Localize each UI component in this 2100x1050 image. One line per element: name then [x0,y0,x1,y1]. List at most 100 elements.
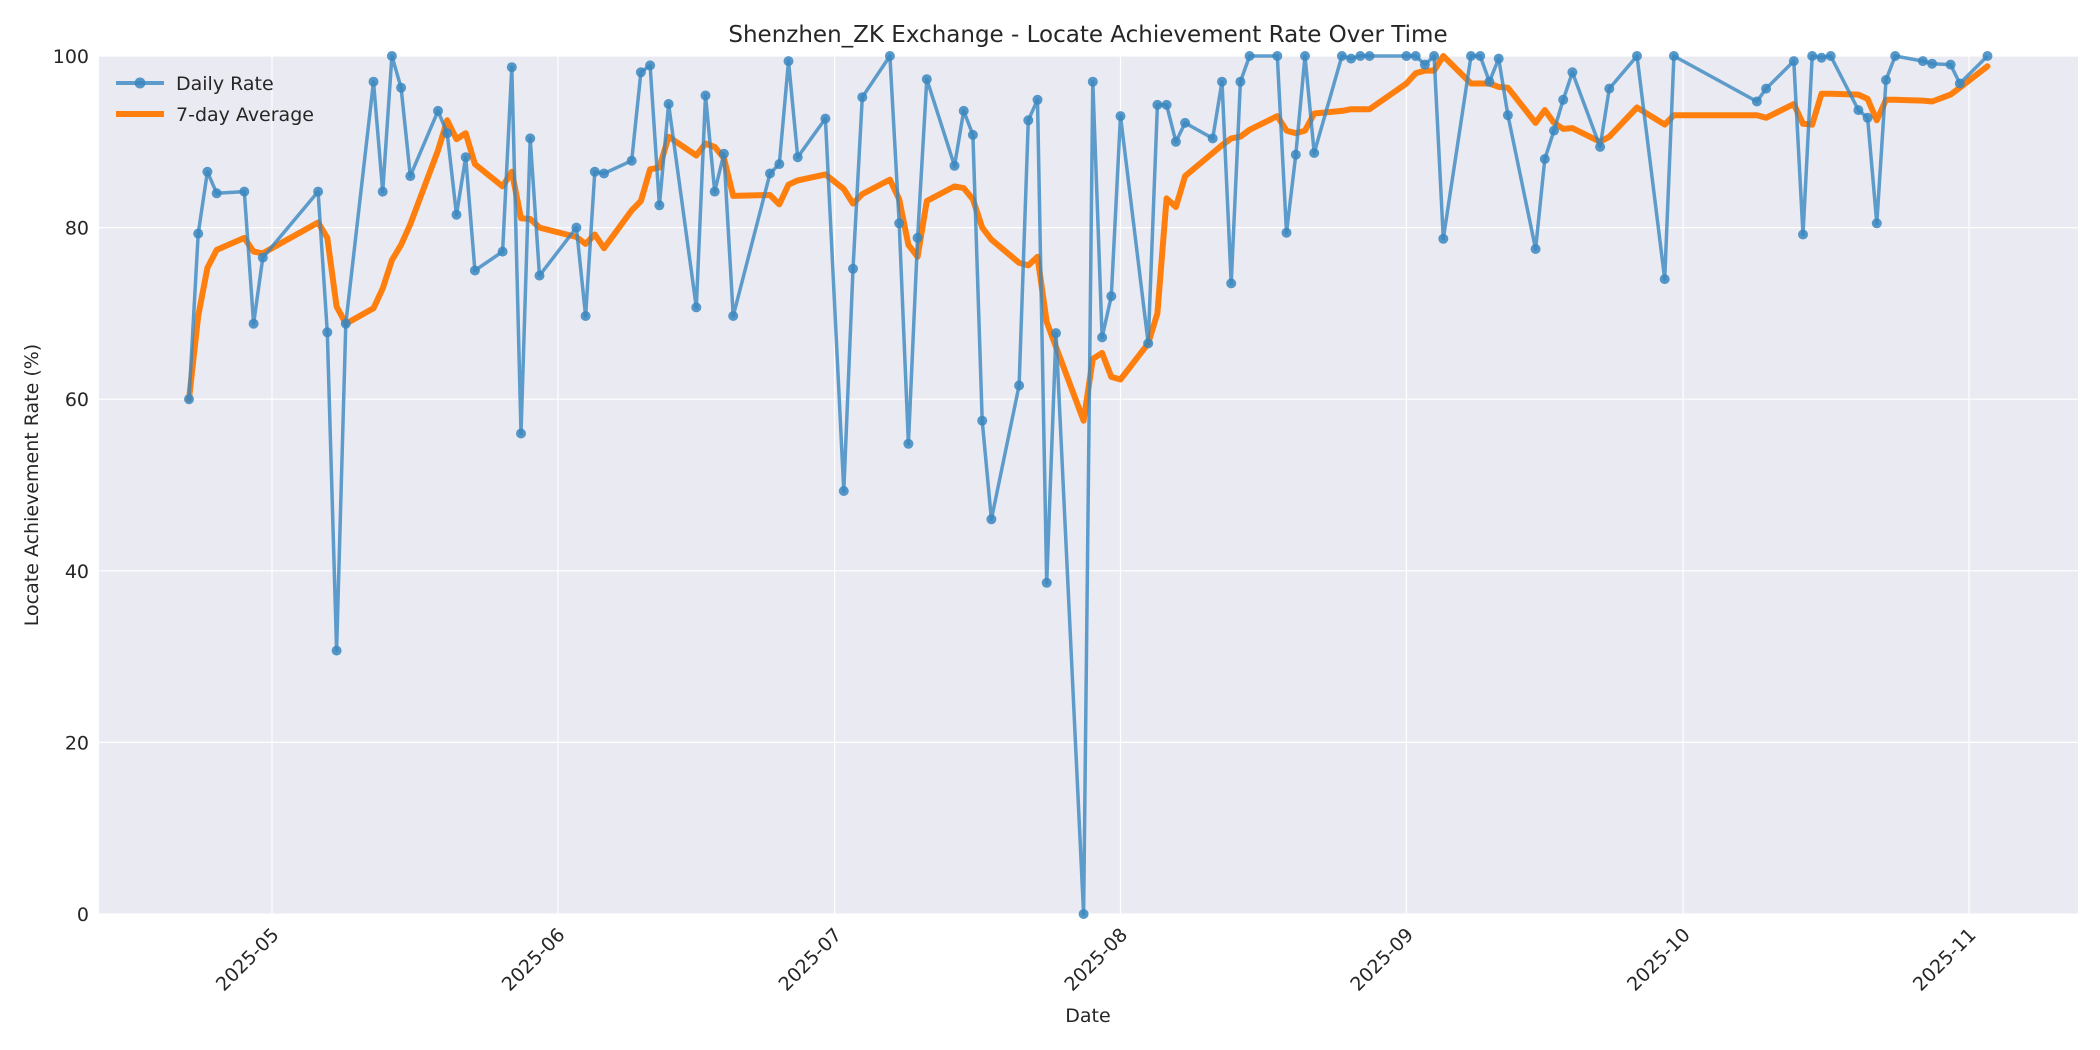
daily-rate-marker [626,155,637,166]
daily-rate-marker [1161,99,1172,110]
daily-rate-marker [1290,149,1301,160]
daily-rate-marker [774,159,785,170]
daily-rate-marker [654,200,665,211]
daily-rate-marker [645,60,656,71]
daily-rate-line [187,54,1989,916]
daily-rate-marker [1493,53,1504,64]
daily-rate-marker [184,394,194,405]
daily-rate-marker [313,186,324,197]
daily-rate-marker [691,302,702,313]
daily-rate-marker [1097,332,1108,343]
daily-rate-marker [442,128,453,139]
daily-rate-marker [239,186,250,197]
daily-rate-marker [894,218,905,229]
daily-rate-marker [977,415,988,426]
daily-rate-marker [765,168,775,179]
daily-rate-marker [1659,274,1670,285]
daily-rate-marker [635,67,646,78]
x-tick-label: 2025-06 [498,924,570,996]
daily-rate-marker [1300,51,1310,61]
daily-rate-marker [903,438,914,449]
y-tick-label: 20 [65,732,89,754]
legend: Daily Rate 7-day Average [116,73,314,126]
daily-rate-marker [405,171,416,182]
daily-rate-marker [1170,136,1181,147]
daily-rate-marker [1309,148,1320,158]
daily-rate-marker [1419,59,1430,70]
daily-rate-marker [1761,83,1772,94]
daily-rate-marker [1143,338,1154,349]
daily-rate-marker [857,92,868,103]
daily-rate-marker [700,90,711,101]
daily-rate-marker [580,311,591,321]
daily-rate-marker [1539,154,1550,164]
x-tick-label: 2025-07 [774,924,846,996]
daily-rate-marker [1235,76,1246,87]
x-tick-label: 2025-09 [1346,924,1418,996]
daily-rate-marker [820,113,831,124]
daily-rate-marker [202,166,213,177]
daily-rate-marker [728,311,739,321]
daily-rate-marker [1041,577,1052,588]
y-axis-ticks: 0 20 40 60 80 100 [53,46,89,926]
daily-rate-marker [377,186,388,197]
daily-rate-marker [1429,51,1440,61]
daily-rate-marker [534,270,545,281]
daily-rate-marker [1816,52,1827,63]
daily-rate-marker [1244,51,1255,61]
daily-rate-marker [599,168,609,179]
daily-rate-marker [331,645,342,656]
daily-rate-marker [1927,58,1938,69]
daily-rate-marker [1051,328,1061,339]
daily-rate-marker [1881,75,1891,85]
daily-rate-marker [958,105,969,116]
daily-rate-marker [1558,94,1569,105]
y-tick-label: 60 [65,389,89,411]
daily-rate-marker [986,514,997,525]
daily-rate-marker [1798,229,1808,240]
daily-rate-marker [497,246,508,257]
daily-rate-marker [1604,83,1615,94]
daily-rate-marker [709,186,720,197]
daily-rate-marker [1401,51,1412,61]
daily-rate-marker [1807,51,1818,61]
daily-rate-marker [386,51,397,61]
daily-rate-marker [1954,78,1965,89]
daily-rate-marker [838,486,849,496]
daily-rate-marker [1207,133,1218,144]
y-tick-label: 80 [65,218,89,240]
daily-rate-marker [1549,125,1559,136]
daily-rate-marker [451,209,462,220]
daily-rate-marker [1106,291,1117,302]
daily-rate-marker [322,327,333,338]
daily-rate-marker [506,62,517,73]
daily-rate-marker [193,228,204,239]
legend-avg-label: 7-day Average [176,104,314,126]
y-tick-label: 0 [77,904,89,926]
x-axis-label: Date [1065,1005,1110,1027]
daily-rate-marker [1355,51,1366,61]
daily-rate-marker [571,222,582,233]
daily-rate-marker [967,129,978,140]
y-axis-label: Locate Achievement Rate (%) [21,344,43,626]
x-tick-label: 2025-08 [1060,924,1132,996]
daily-rate-marker [469,265,480,276]
chart-title: Shenzhen_ZK Exchange - Locate Achievemen… [728,22,1447,48]
daily-rate-marker [1890,51,1901,61]
daily-rate-marker [211,188,222,199]
daily-rate-marker [433,105,443,116]
daily-rate-marker [921,74,932,85]
daily-rate-marker [1668,51,1679,61]
daily-rate-marker [368,76,379,87]
daily-rate-marker [1825,51,1836,61]
daily-rate-marker [516,428,526,439]
daily-rate-marker [1152,99,1163,110]
daily-rate-marker [1438,233,1449,244]
daily-rate-marker [1475,51,1486,61]
daily-rate-marker [248,318,259,329]
y-tick-label: 40 [65,561,89,583]
daily-rate-marker [1364,51,1375,61]
daily-rate-marker [663,99,674,109]
daily-rate-marker [1982,51,1993,61]
